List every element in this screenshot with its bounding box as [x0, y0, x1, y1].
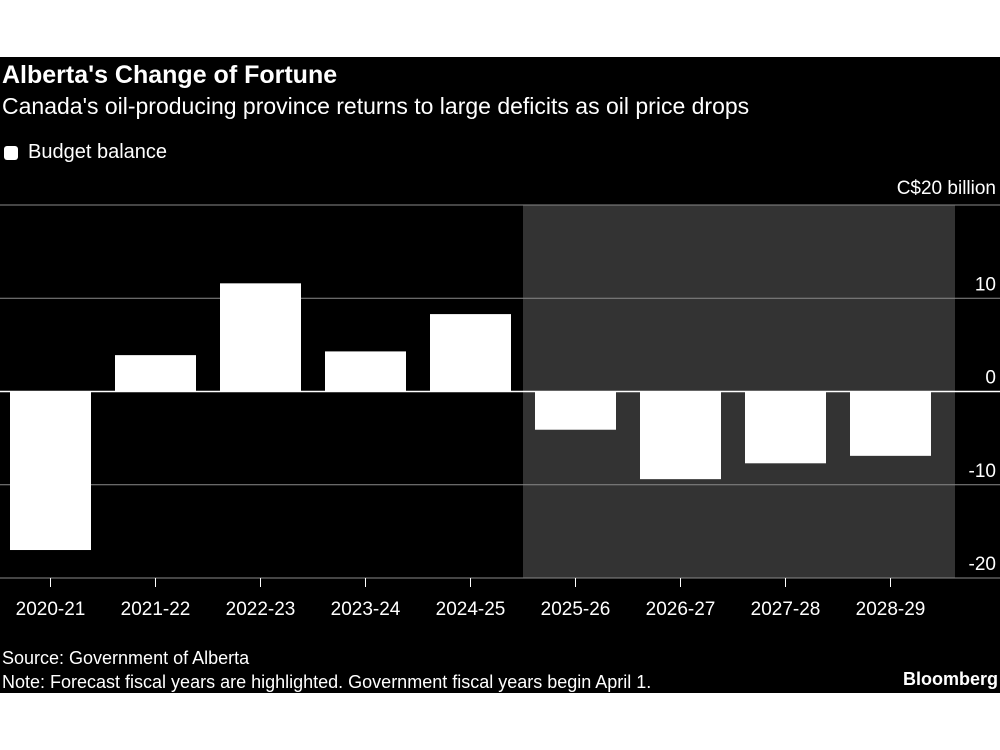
x-tick-label: 2026-27 [646, 599, 716, 620]
y-tick-label: -20 [969, 554, 996, 575]
y-tick-label: 10 [975, 274, 996, 295]
y-axis-unit-label: C$20 billion [896, 178, 996, 199]
chart-title: Alberta's Change of Fortune [2, 61, 338, 89]
bar-2023-24 [325, 351, 406, 392]
footnote: Note: Forecast fiscal years are highligh… [2, 672, 652, 692]
x-tick-label: 2020-21 [16, 599, 86, 620]
legend-label: Budget balance [28, 141, 168, 163]
bar-2024-25 [430, 314, 511, 392]
chart-subtitle: Canada's oil-producing province returns … [2, 93, 750, 119]
bar-2028-29 [850, 391, 931, 456]
bar-2022-23 [220, 283, 301, 392]
chart-legend: Budget balance [4, 141, 167, 164]
x-tick-label: 2027-28 [751, 599, 821, 620]
x-tick-label: 2021-22 [121, 599, 191, 620]
x-tick-label: 2024-25 [436, 599, 506, 620]
x-tick-label: 2023-24 [331, 599, 401, 620]
bar-2020-21 [10, 391, 91, 551]
bar-2027-28 [745, 391, 826, 464]
x-tick-label: 2028-29 [856, 599, 926, 620]
bloomberg-logo: Bloomberg [902, 669, 998, 689]
x-tick-label: 2022-23 [226, 599, 296, 620]
chart-panel: Alberta's Change of Fortune Canada's oil… [0, 57, 1000, 693]
bar-2021-22 [115, 355, 196, 392]
x-tick-label: 2025-26 [541, 599, 611, 620]
bar-chart: -20 -10 0 10 2020-21 2021-22 2022-23 2023-24 202… [0, 204, 1000, 620]
bar-2026-27 [640, 391, 721, 480]
y-tick-label: -10 [969, 461, 996, 482]
legend-swatch [4, 145, 18, 160]
y-tick-label: 0 [985, 368, 996, 389]
source-note: Source: Government of Alberta [2, 648, 250, 668]
bar-2025-26 [535, 391, 616, 430]
